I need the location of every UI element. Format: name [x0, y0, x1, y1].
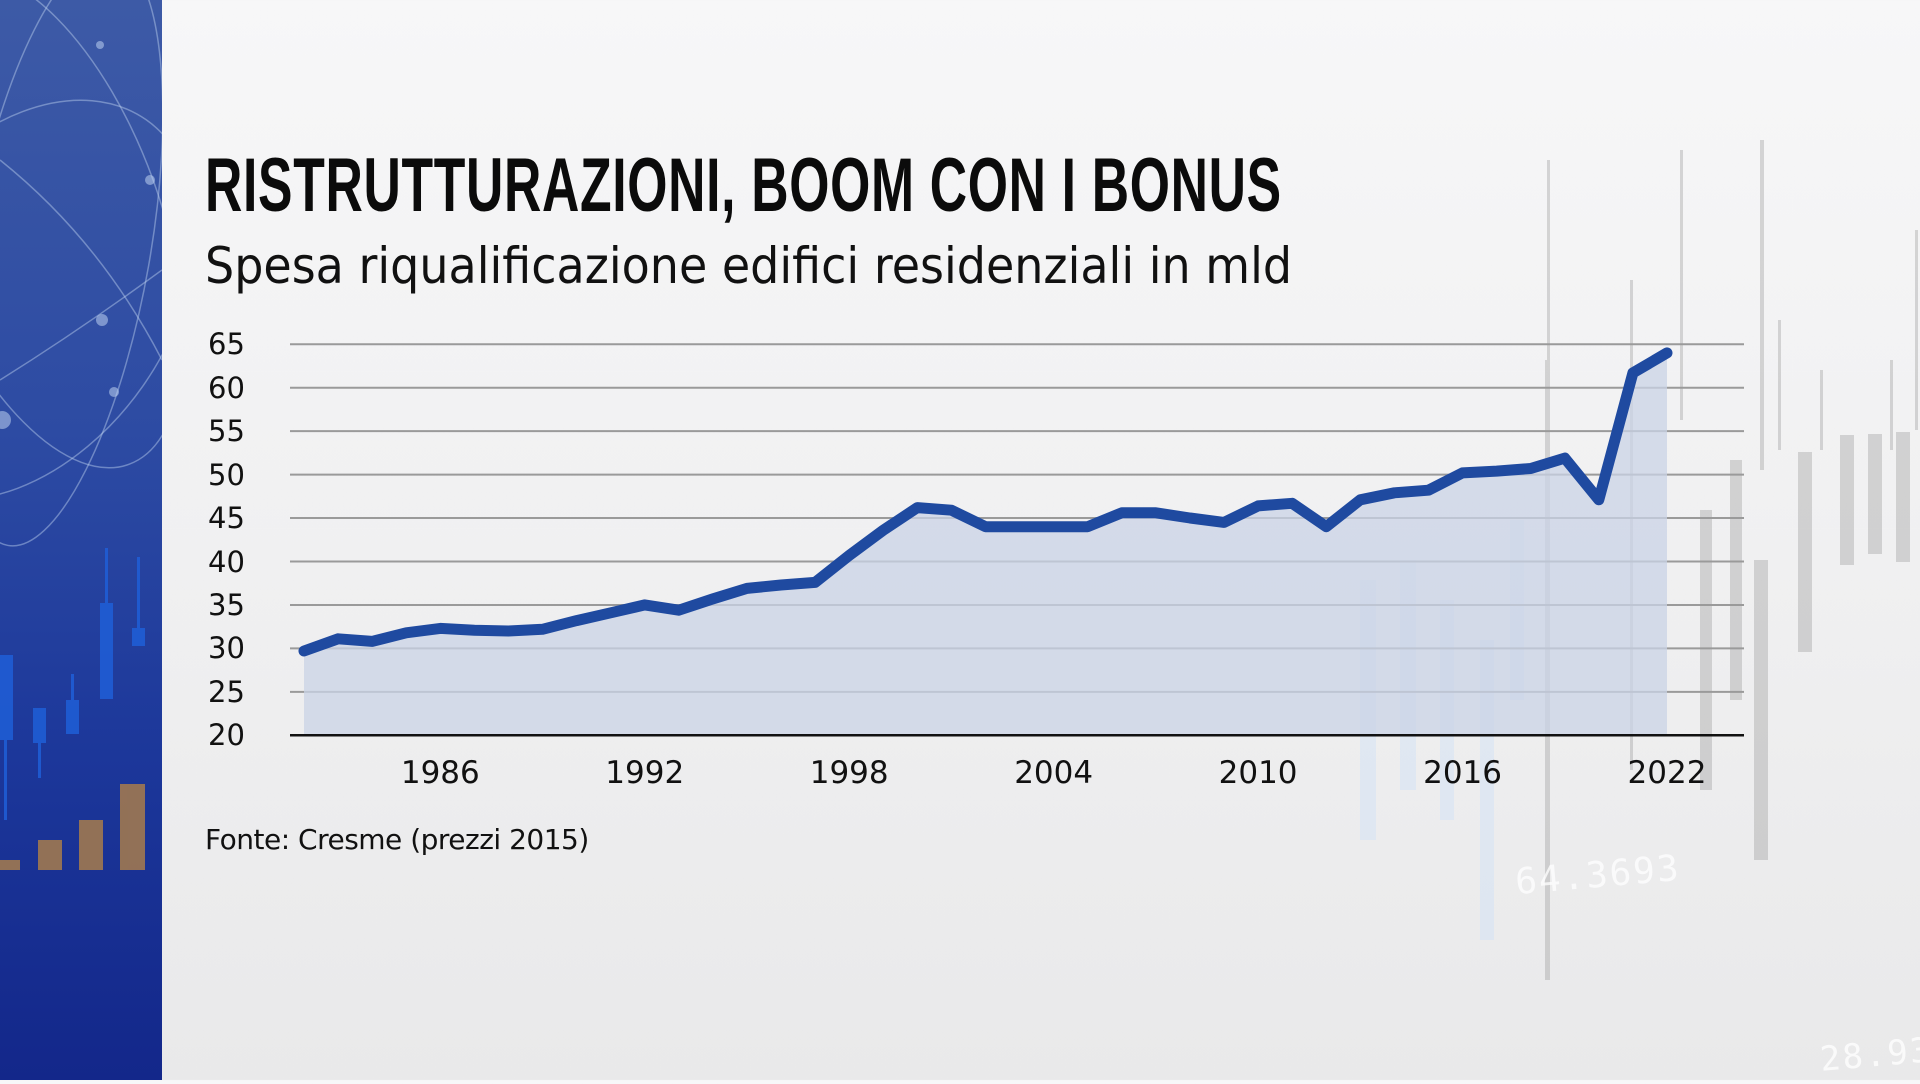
x-tick-label: 1986	[400, 755, 480, 791]
x-tick-label: 2010	[1218, 755, 1298, 791]
y-tick-label: 60	[208, 370, 245, 405]
y-tick-label: 25	[208, 674, 245, 709]
y-tick-label: 35	[208, 587, 245, 622]
y-tick-label: 30	[208, 631, 245, 666]
area-fill	[304, 352, 1667, 736]
x-tick-label: 1992	[605, 755, 685, 791]
chart-subtitle: Spesa riqualificazione edifici residenzi…	[205, 237, 1293, 295]
data-line	[298, 347, 1673, 657]
y-tick-label: 40	[208, 544, 245, 579]
chart-title: RISTRUTTURAZIONI, BOOM CON I BONUS	[205, 143, 1282, 228]
source-note: Fonte: Cresme (prezzi 2015)	[205, 823, 589, 856]
x-tick-label: 2004	[1014, 755, 1094, 791]
x-tick-label: 1998	[809, 755, 889, 791]
y-tick-label: 55	[208, 414, 245, 449]
x-tick-label: 2016	[1423, 755, 1502, 791]
y-tick-label: 20	[208, 718, 245, 753]
x-tick-label: 2022	[1627, 755, 1707, 791]
globe-and-candles-decoration-icon	[0, 0, 162, 870]
y-tick-label: 50	[208, 457, 245, 492]
y-tick-label: 45	[208, 501, 245, 536]
y-tick-label: 65	[208, 327, 245, 362]
left-decorative-panel	[0, 0, 162, 1080]
